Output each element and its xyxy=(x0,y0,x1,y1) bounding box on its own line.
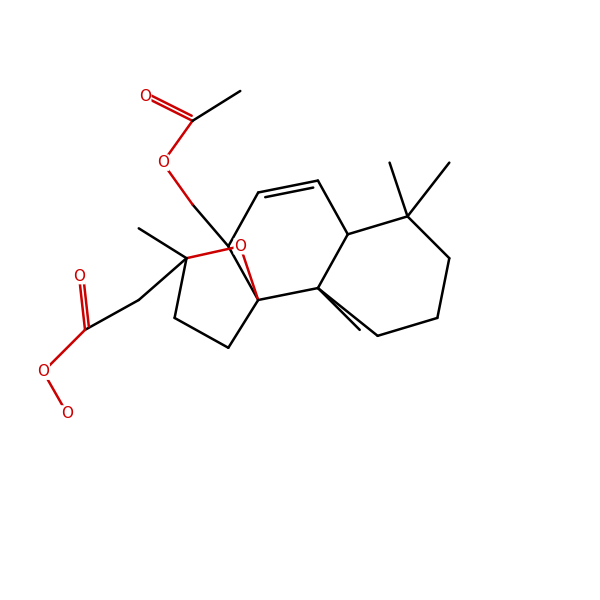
Text: O: O xyxy=(73,269,85,284)
Text: O: O xyxy=(157,155,169,170)
Text: O: O xyxy=(234,239,246,254)
Text: O: O xyxy=(139,89,151,104)
Text: O: O xyxy=(61,406,73,421)
Text: O: O xyxy=(37,364,49,379)
